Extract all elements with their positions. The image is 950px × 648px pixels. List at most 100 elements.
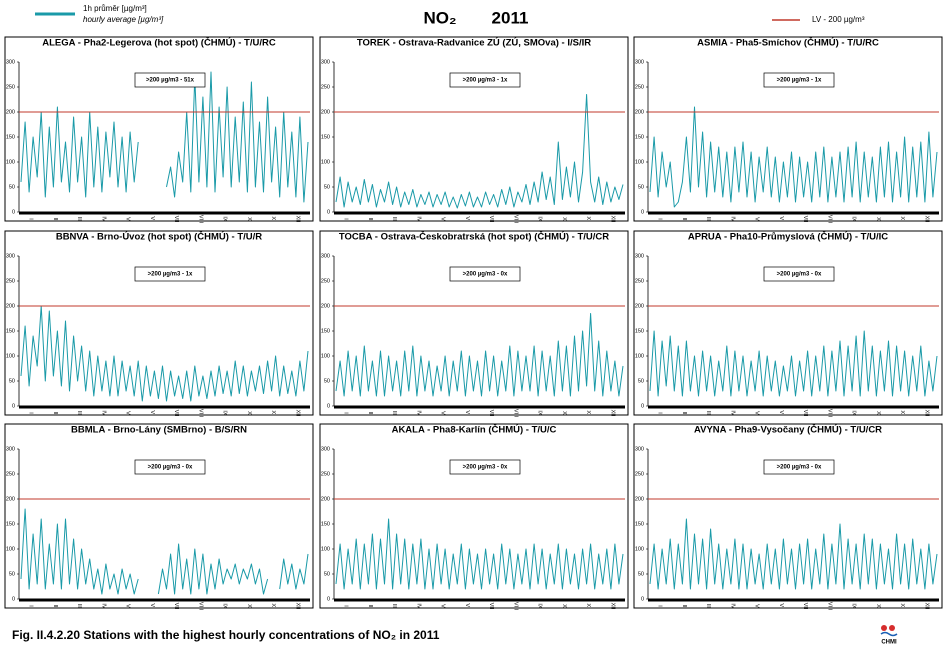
- panel-frame: [4, 36, 314, 222]
- y-tick-label: 200: [635, 496, 644, 502]
- y-tick-label: 0: [641, 209, 644, 215]
- y-tick-label: 100: [321, 546, 330, 552]
- title: NO₂: [423, 8, 456, 27]
- y-tick-label: 0: [641, 596, 644, 602]
- annotation-box: [449, 72, 521, 88]
- x-tick-label: XII: [294, 603, 300, 610]
- x-tick-label: V: [440, 604, 446, 608]
- x-tick-label: VIII: [512, 602, 518, 611]
- series-line: [649, 330, 938, 397]
- panel-title: APRUA - Pha10-Průmyslová (ČHMÚ) - T/U/IC: [688, 231, 888, 243]
- y-tick-label: 200: [6, 303, 15, 309]
- x-tick-label: VII: [802, 216, 808, 223]
- y-tick-label: 300: [6, 59, 15, 65]
- panel: TOREK - Ostrava-Radvanice ZÚ (ZÚ, SMOva)…: [319, 36, 629, 224]
- annotation: >200 µg/m3 - 1x: [463, 78, 508, 84]
- y-tick-label: 200: [6, 496, 15, 502]
- panel-title: ASMIA - Pha5-Smíchov (ČHMÚ) - T/U/RC: [697, 37, 879, 49]
- legend-label: hourly average [µg/m³]: [83, 15, 164, 24]
- panel-title: AVYNA - Pha9-Vysočany (ČHMÚ) - T/U/CR: [694, 424, 882, 436]
- x-tick-label: I: [343, 605, 349, 607]
- panel: AVYNA - Pha9-Vysočany (ČHMÚ) - T/U/CR 0 50…: [633, 423, 943, 611]
- panel-title: TOREK - Ostrava-Radvanice ZÚ (ZÚ, SMOva)…: [357, 37, 591, 49]
- y-tick-label: 150: [6, 134, 15, 140]
- x-tick-label: V: [440, 411, 446, 415]
- x-tick-label: VI: [778, 410, 784, 416]
- y-tick-label: 200: [321, 303, 330, 309]
- x-tick-label: VII: [173, 410, 179, 417]
- x-tick-label: III: [391, 604, 397, 609]
- x-tick-label: III: [76, 411, 82, 416]
- x-tick-label: VIII: [826, 409, 832, 418]
- series-line: [20, 508, 309, 595]
- panel: ALEGA - Pha2-Legerova (hot spot) (ČHMÚ) …: [4, 36, 314, 224]
- x-tick-label: VIII: [512, 409, 518, 418]
- y-tick-label: 50: [638, 571, 644, 577]
- annotation-box: [449, 459, 521, 475]
- x-tick-label: VI: [149, 410, 155, 416]
- panel-title: TOCBA - Ostrava-Českobratrská (hot spot)…: [339, 231, 609, 243]
- x-tick-label: IX: [222, 216, 228, 222]
- x-tick-label: IX: [222, 603, 228, 609]
- x-tick-label: III: [391, 411, 397, 416]
- x-tick-label: V: [125, 217, 131, 221]
- x-tick-label: IX: [851, 410, 857, 416]
- legend-label: LV - 200 µg/m³: [812, 15, 865, 24]
- x-tick-label: IX: [537, 216, 543, 222]
- series-line: [20, 305, 309, 402]
- y-tick-label: 300: [6, 253, 15, 259]
- y-tick-label: 300: [321, 446, 330, 452]
- series-line: [20, 71, 309, 203]
- y-tick-label: 250: [6, 278, 15, 284]
- x-tick-label: VII: [802, 603, 808, 610]
- annotation: >200 µg/m3 - 0x: [777, 465, 822, 471]
- x-tick-label: IX: [851, 216, 857, 222]
- x-tick-label: V: [440, 217, 446, 221]
- y-tick-label: 200: [635, 303, 644, 309]
- panel: APRUA - Pha10-Průmyslová (ČHMÚ) - T/U/IC…: [633, 230, 943, 418]
- x-tick-label: I: [28, 218, 34, 220]
- annotation-box: [763, 266, 835, 282]
- annotation: >200 µg/m3 - 0x: [777, 272, 822, 278]
- y-tick-label: 250: [6, 84, 15, 90]
- y-tick-label: 300: [635, 446, 644, 452]
- panel: BBNVA - Brno-Úvoz (hot spot) (ČHMÚ) - T/…: [4, 230, 314, 418]
- panel: BBMLA - Brno-Lány (SMBrno) - B/S/RN 0 50 10…: [4, 423, 314, 611]
- annotation: >200 µg/m3 - 1x: [777, 78, 822, 84]
- series-line: [335, 518, 624, 590]
- x-tick-label: III: [705, 217, 711, 222]
- x-tick-label: II: [52, 217, 58, 221]
- x-tick-label: VIII: [826, 215, 832, 224]
- panel: AKALA - Pha8-Karlín (ČHMÚ) - T/U/C 0 50 100…: [319, 423, 629, 611]
- panel-frame: [633, 423, 943, 609]
- panel-frame: [4, 230, 314, 416]
- y-tick-label: 300: [321, 253, 330, 259]
- x-tick-label: VII: [488, 410, 494, 417]
- series-line: [649, 518, 938, 590]
- x-tick-label: VII: [173, 603, 179, 610]
- panel-title: BBNVA - Brno-Úvoz (hot spot) (ČHMÚ) - T/…: [56, 231, 262, 243]
- x-tick-label: II: [681, 604, 687, 608]
- panel: ASMIA - Pha5-Smíchov (ČHMÚ) - T/U/RC 0 50 1…: [633, 36, 943, 224]
- x-tick-label: II: [52, 411, 58, 415]
- y-tick-label: 150: [6, 328, 15, 334]
- x-tick-label: IV: [415, 410, 421, 416]
- x-tick-label: IX: [537, 603, 543, 609]
- x-tick-label: VII: [802, 410, 808, 417]
- x-tick-label: XII: [609, 216, 615, 223]
- y-tick-label: 100: [321, 159, 330, 165]
- y-tick-label: 0: [641, 403, 644, 409]
- x-tick-label: III: [705, 604, 711, 609]
- y-tick-label: 150: [635, 134, 644, 140]
- y-tick-label: 150: [635, 521, 644, 527]
- annotation-box: [134, 266, 206, 282]
- x-tick-label: V: [125, 604, 131, 608]
- x-tick-label: VI: [778, 216, 784, 222]
- annotation-box: [134, 72, 206, 88]
- series-line: [335, 94, 624, 209]
- y-tick-label: 0: [327, 403, 330, 409]
- y-tick-label: 0: [12, 209, 15, 215]
- y-tick-label: 50: [638, 378, 644, 384]
- x-tick-label: X: [246, 217, 252, 221]
- logo-dot: [889, 625, 895, 631]
